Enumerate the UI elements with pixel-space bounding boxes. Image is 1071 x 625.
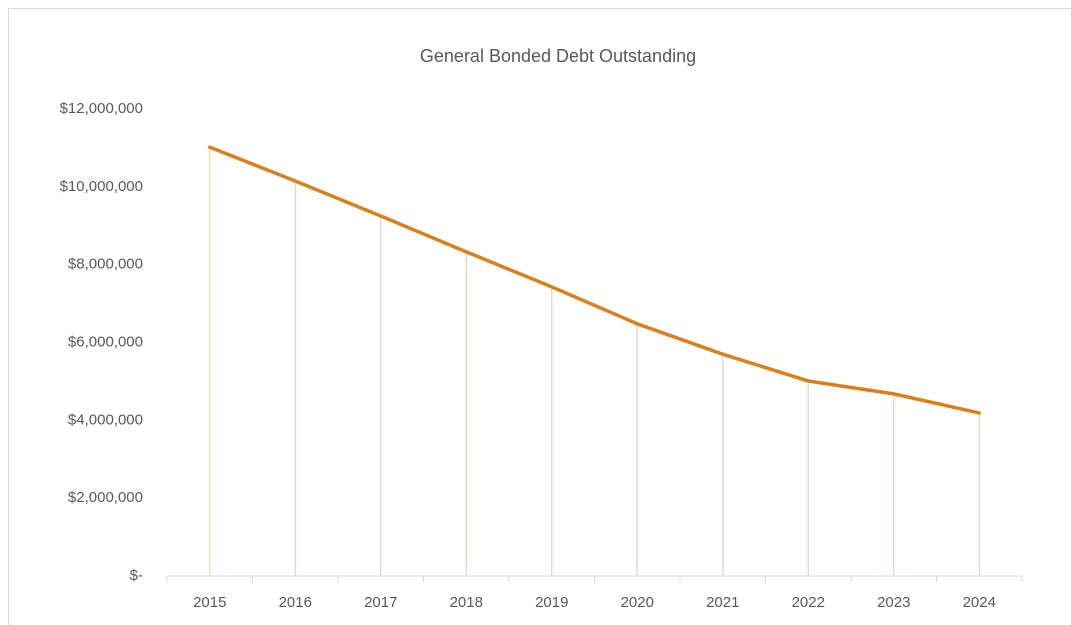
x-tick-label: 2022 [792, 594, 825, 611]
y-tick-label: $12,000,000 [60, 100, 143, 117]
y-tick-label: $6,000,000 [68, 333, 143, 350]
x-tick-label: 2018 [450, 594, 483, 611]
data-line [208, 145, 981, 415]
x-tick-label: 2023 [877, 594, 910, 611]
x-tick-label: 2020 [621, 594, 654, 611]
x-tick-label: 2021 [706, 594, 739, 611]
x-tick-label: 2016 [279, 594, 312, 611]
y-tick-label: $8,000,000 [68, 256, 143, 273]
y-tick-label: $10,000,000 [60, 178, 143, 195]
chart-frame [8, 8, 1071, 625]
chart-title: General Bonded Debt Outstanding [420, 46, 696, 66]
x-tick-label: 2024 [963, 594, 996, 611]
y-tick-label: $- [130, 567, 143, 584]
x-tick-label: 2017 [364, 594, 397, 611]
x-tick-label: 2015 [193, 594, 226, 611]
y-tick-label: $4,000,000 [68, 411, 143, 428]
x-tick-label: 2019 [535, 594, 568, 611]
y-tick-label: $2,000,000 [68, 489, 143, 506]
